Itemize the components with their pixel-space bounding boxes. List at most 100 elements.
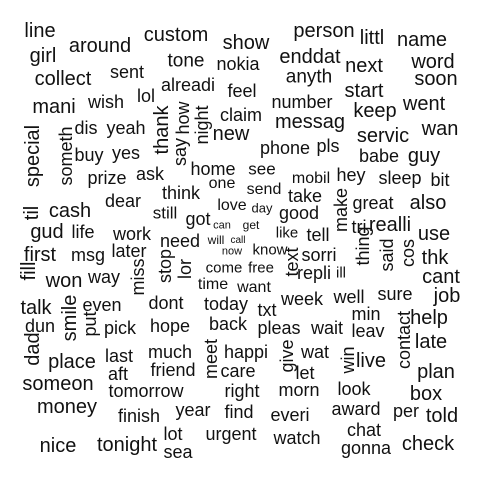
- word-now: now: [221, 245, 243, 258]
- word-babe: babe: [358, 146, 400, 166]
- word-around: around: [68, 35, 132, 57]
- word-send: send: [246, 181, 282, 198]
- word-claim: claim: [219, 105, 263, 125]
- word-thank: thank: [151, 105, 173, 155]
- word-person: person: [293, 20, 355, 42]
- word-enddat: enddat: [279, 46, 341, 68]
- word-guy: guy: [407, 145, 441, 167]
- word-thk: thk: [421, 247, 449, 269]
- word-chat: chat: [346, 420, 382, 440]
- word-cash: cash: [48, 200, 92, 222]
- word-place: place: [48, 351, 96, 373]
- word-need: need: [159, 231, 201, 251]
- word-meet: meet: [201, 338, 221, 380]
- word-miss: miss: [128, 258, 148, 296]
- word-special: special: [22, 124, 44, 188]
- word-mobil: mobil: [291, 170, 331, 187]
- word-great: great: [352, 193, 394, 213]
- word-time: time: [197, 276, 229, 293]
- word-much: much: [147, 342, 193, 362]
- word-put: put: [80, 311, 100, 337]
- word-way: way: [87, 267, 121, 287]
- word-day: day: [251, 200, 273, 216]
- word-wat: wat: [300, 342, 330, 362]
- word-gud: gud: [30, 221, 64, 243]
- word-let: let: [295, 363, 315, 383]
- word-late: late: [414, 331, 448, 353]
- word-finish: finish: [117, 406, 161, 426]
- word-love: love: [217, 197, 247, 214]
- word-hey: hey: [336, 165, 366, 185]
- word-sea: sea: [163, 442, 193, 462]
- word-give: give: [277, 339, 297, 373]
- word-ill: ill: [336, 264, 346, 282]
- word-phone: phone: [259, 138, 311, 158]
- word-txt: txt: [257, 300, 277, 320]
- word-wish: wish: [87, 92, 125, 112]
- word-tri: tri: [351, 217, 367, 237]
- word-cos: cos: [398, 238, 418, 268]
- word-anyth: anyth: [285, 66, 333, 88]
- word-realli: realli: [368, 214, 412, 236]
- word-sleep: sleep: [378, 168, 422, 188]
- word-tone: tone: [167, 50, 205, 72]
- word-dont: dont: [148, 293, 184, 313]
- word-leav: leav: [351, 321, 385, 341]
- word-later: later: [111, 241, 147, 261]
- word-money: money: [36, 396, 98, 418]
- word-next: next: [345, 55, 383, 77]
- word-can: can: [213, 219, 231, 232]
- word-line: line: [24, 20, 56, 42]
- word-check: check: [401, 433, 455, 455]
- word-start: start: [344, 80, 384, 102]
- word-week: week: [280, 289, 324, 309]
- word-repli: repli: [296, 263, 332, 283]
- word-went: went: [402, 93, 446, 115]
- word-one: one: [208, 175, 236, 192]
- word-said: said: [377, 238, 397, 272]
- word-gonna: gonna: [340, 438, 392, 458]
- word-littl: littl: [359, 27, 385, 49]
- word-someon: someon: [22, 373, 94, 395]
- word-urgent: urgent: [205, 424, 257, 444]
- word-won: won: [45, 270, 83, 292]
- word-happi: happi: [223, 342, 269, 362]
- word-girl: girl: [29, 45, 57, 67]
- word-like: like: [275, 224, 299, 242]
- word-right: right: [224, 381, 260, 401]
- word-dun: dun: [24, 316, 56, 336]
- word-care: care: [220, 361, 256, 381]
- word-aft: aft: [107, 364, 129, 384]
- word-help: help: [410, 307, 448, 329]
- word-think: think: [161, 183, 201, 203]
- word-work: work: [112, 224, 152, 244]
- word-job: job: [433, 285, 461, 307]
- word-get: get: [242, 218, 260, 232]
- word-talk: talk: [20, 297, 52, 319]
- word-everi: everi: [270, 405, 310, 425]
- word-thing: thing: [353, 226, 373, 266]
- word-home: home: [190, 159, 236, 179]
- word-per: per: [392, 401, 420, 421]
- word-award: award: [331, 399, 381, 419]
- word-yeah: yeah: [106, 118, 146, 138]
- word-bit: bit: [430, 170, 450, 190]
- word-alreadi: alreadi: [160, 75, 216, 95]
- word-number: number: [271, 92, 333, 112]
- word-dear: dear: [104, 191, 142, 211]
- word-back: back: [208, 314, 248, 334]
- word-use: use: [417, 223, 451, 245]
- word-servic: servic: [356, 125, 410, 147]
- word-msg: msg: [70, 245, 106, 265]
- word-watch: watch: [273, 428, 321, 448]
- word-win: win: [338, 346, 358, 374]
- word-tonight: tonight: [96, 434, 158, 456]
- word-prize: prize: [87, 168, 127, 188]
- word-wan: wan: [421, 118, 459, 140]
- word-year: year: [175, 400, 211, 420]
- word-soon: soon: [414, 68, 458, 90]
- word-nokia: nokia: [216, 54, 260, 74]
- word-got: got: [185, 209, 211, 229]
- word-make: make: [331, 187, 351, 233]
- word-find: find: [224, 402, 254, 422]
